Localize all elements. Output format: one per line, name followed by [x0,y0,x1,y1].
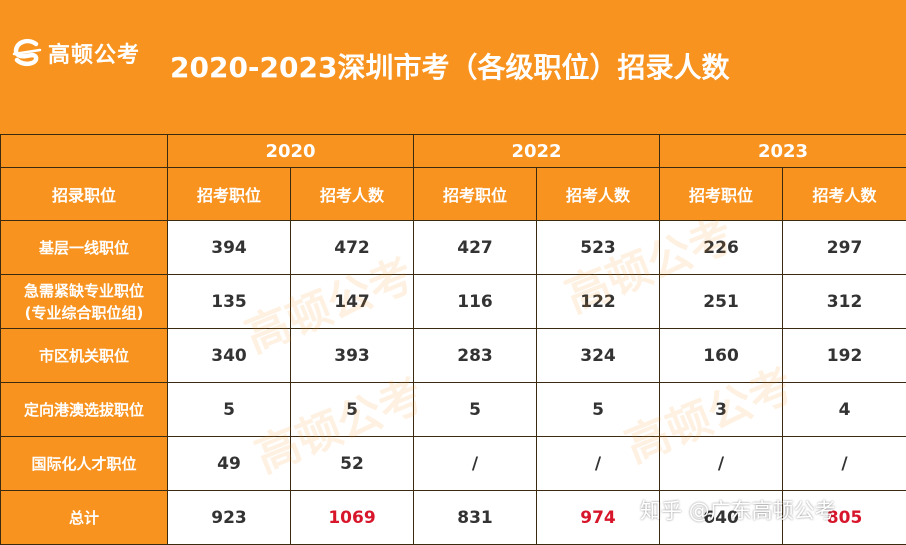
year-header-2020: 2020 [166,134,415,168]
logo-text: 高顿公考 [48,43,141,68]
total-cell: 974 [536,490,661,545]
sub-header: 招考职位 [413,167,538,221]
total-label: 总计 [0,490,168,545]
total-row: 总计 923 1069 831 974 640 805 [0,490,906,545]
row-label: 市区机关职位 [0,328,168,383]
corner-cell [0,134,168,168]
page-title: 2020-2023深圳市考（各级职位）招录人数 [170,51,730,84]
table-cell: 147 [289,274,415,329]
sub-header: 招考人数 [536,167,661,221]
year-header-2023: 2023 [659,134,906,168]
table-cell: 283 [413,328,538,383]
table-cell: 52 [289,436,415,491]
row-label: 定向港澳选拔职位 [0,382,168,437]
year-header-2022: 2022 [413,134,661,168]
table-cell: 226 [659,220,784,275]
header: 高顿公考 2020-2023深圳市考（各级职位）招录人数 [0,0,906,134]
table-row: 国际化人才职位 49 52 / / / / [0,436,906,491]
table-cell: 340 [167,328,291,383]
total-cell: 640 [659,490,784,545]
column-label: 招录职位 [0,167,168,221]
table-cell: / [413,436,538,491]
table-cell: 312 [782,274,906,329]
table-cell: 5 [167,382,291,437]
table-cell: 393 [289,328,415,383]
logo: 高顿公考 [10,36,140,70]
table-cell: / [782,436,906,491]
row-label: 国际化人才职位 [0,436,168,491]
table-row: 定向港澳选拔职位 5 5 5 5 3 4 [0,382,906,437]
table-cell: 297 [782,220,906,275]
sub-header: 招考职位 [167,167,291,221]
total-cell: 923 [167,490,291,545]
row-label: 基层一线职位 [0,220,168,275]
table-cell: 251 [659,274,784,329]
table-cell: 49 [167,436,291,491]
total-cell: 805 [782,490,906,545]
table-cell: 4 [782,382,906,437]
table-cell: 3 [659,382,784,437]
recruitment-table: 2020 2022 2023 招录职位 招考职位 招考人数 招考职位 招考人数 … [0,134,906,545]
table-cell: 394 [167,220,291,275]
total-cell: 831 [413,490,538,545]
table-cell: 5 [289,382,415,437]
table-cell: 523 [536,220,661,275]
sub-header: 招考人数 [782,167,906,221]
table-cell: 427 [413,220,538,275]
table-row: 急需紧缺专业职位 (专业综合职位组) 135 147 116 122 251 31… [0,274,906,329]
table-cell: 160 [659,328,784,383]
total-cell: 1069 [289,490,415,545]
table-cell: 324 [536,328,661,383]
table-cell: 116 [413,274,538,329]
row-label: 急需紧缺专业职位 (专业综合职位组) [0,274,168,329]
table-row: 基层一线职位 394 472 427 523 226 297 [0,220,906,275]
gaodun-logo-icon [12,38,42,67]
table-cell: 192 [782,328,906,383]
table-cell: 135 [167,274,291,329]
table-row: 市区机关职位 340 393 283 324 160 192 [0,328,906,383]
table-cell: 472 [289,220,415,275]
table-cell: 5 [413,382,538,437]
table-cell: / [536,436,661,491]
sub-header: 招考人数 [289,167,415,221]
zhihu-watermark: 知乎 @广东高顿公考 [640,499,836,523]
table-cell: 122 [536,274,661,329]
table-cell: / [659,436,784,491]
sub-header: 招考职位 [659,167,784,221]
table-cell: 5 [536,382,661,437]
